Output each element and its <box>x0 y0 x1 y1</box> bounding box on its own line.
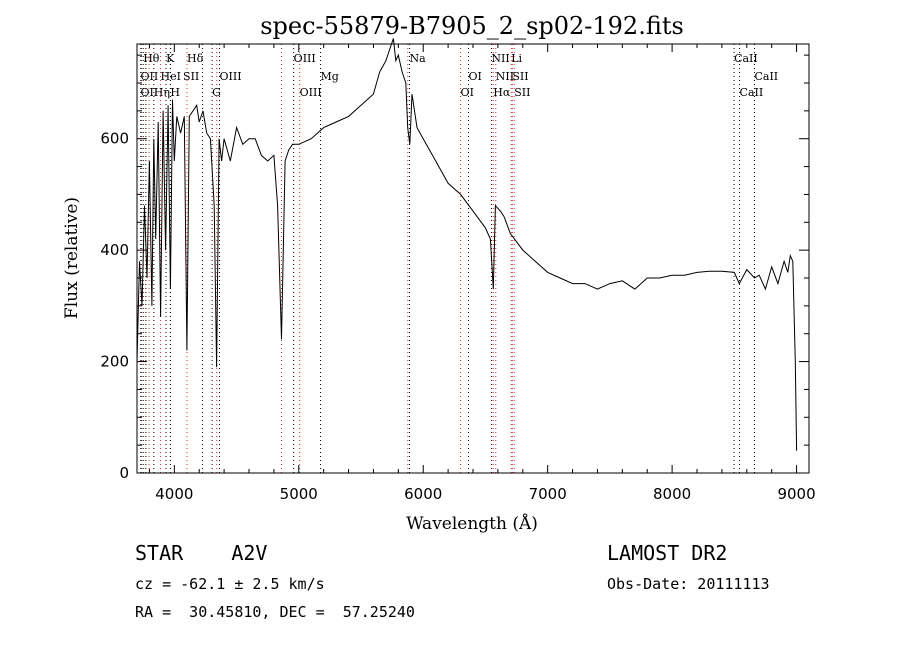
object-class: STAR A2V <box>135 541 268 565</box>
line-label: CaII <box>754 70 778 83</box>
plot-frame <box>136 43 810 474</box>
x-axis-label: Wavelength (Å) <box>406 513 538 534</box>
spectrum-line <box>136 38 798 451</box>
line-label: OII <box>140 86 158 99</box>
line-label: OIII <box>220 70 242 83</box>
x-tick-label: 9000 <box>777 485 815 503</box>
line-label: SII <box>183 70 199 83</box>
line-label: G <box>212 86 221 99</box>
chart-title: spec-55879-B7905_2_sp02-192.fits <box>260 12 684 40</box>
line-label: Hη <box>154 86 170 99</box>
line-label: Na <box>410 52 427 65</box>
y-axis-ticks: 0 200 400 600 <box>100 54 809 482</box>
line-label: OI <box>461 86 474 99</box>
spectral-line-markers <box>139 44 755 473</box>
line-label: Li <box>511 52 522 65</box>
coordinates: RA = 30.45810, DEC = 57.25240 <box>135 603 415 621</box>
y-axis-label: Flux (relative) <box>62 197 82 319</box>
line-label: OIII <box>300 86 322 99</box>
y-tick-label: 200 <box>100 353 129 371</box>
survey-name: LAMOST DR2 <box>607 541 728 565</box>
y-tick-label: 600 <box>100 130 129 148</box>
y-tick-label: 400 <box>100 241 129 259</box>
line-label: OI <box>469 70 482 83</box>
x-tick-label: 6000 <box>404 485 442 503</box>
line-label: OII <box>140 70 158 83</box>
line-label: Hδ <box>187 52 204 65</box>
line-label: HeI <box>161 70 181 83</box>
line-label: Hα <box>493 86 511 99</box>
line-label: CaII <box>734 52 758 65</box>
x-tick-label: 4000 <box>155 485 193 503</box>
line-label: NII <box>491 52 509 65</box>
x-tick-label: 7000 <box>529 485 567 503</box>
line-label: Hθ <box>143 52 160 65</box>
line-label: OIII <box>294 52 316 65</box>
line-label: H <box>170 86 180 99</box>
line-label: SII <box>512 70 528 83</box>
line-label: CaII <box>740 86 764 99</box>
y-tick-label: 0 <box>119 464 129 482</box>
line-label: K <box>166 52 175 65</box>
x-tick-label: 5000 <box>280 485 318 503</box>
line-label: SII <box>514 86 530 99</box>
x-tick-label: 8000 <box>653 485 691 503</box>
x-axis-ticks: 4000 5000 6000 7000 8000 9000 <box>148 44 816 503</box>
redshift-velocity: cz = -62.1 ± 2.5 km/s <box>135 575 325 593</box>
line-label: Mg <box>321 70 339 83</box>
observation-date: Obs-Date: 20111113 <box>607 575 770 593</box>
line-label: NII <box>496 70 514 83</box>
